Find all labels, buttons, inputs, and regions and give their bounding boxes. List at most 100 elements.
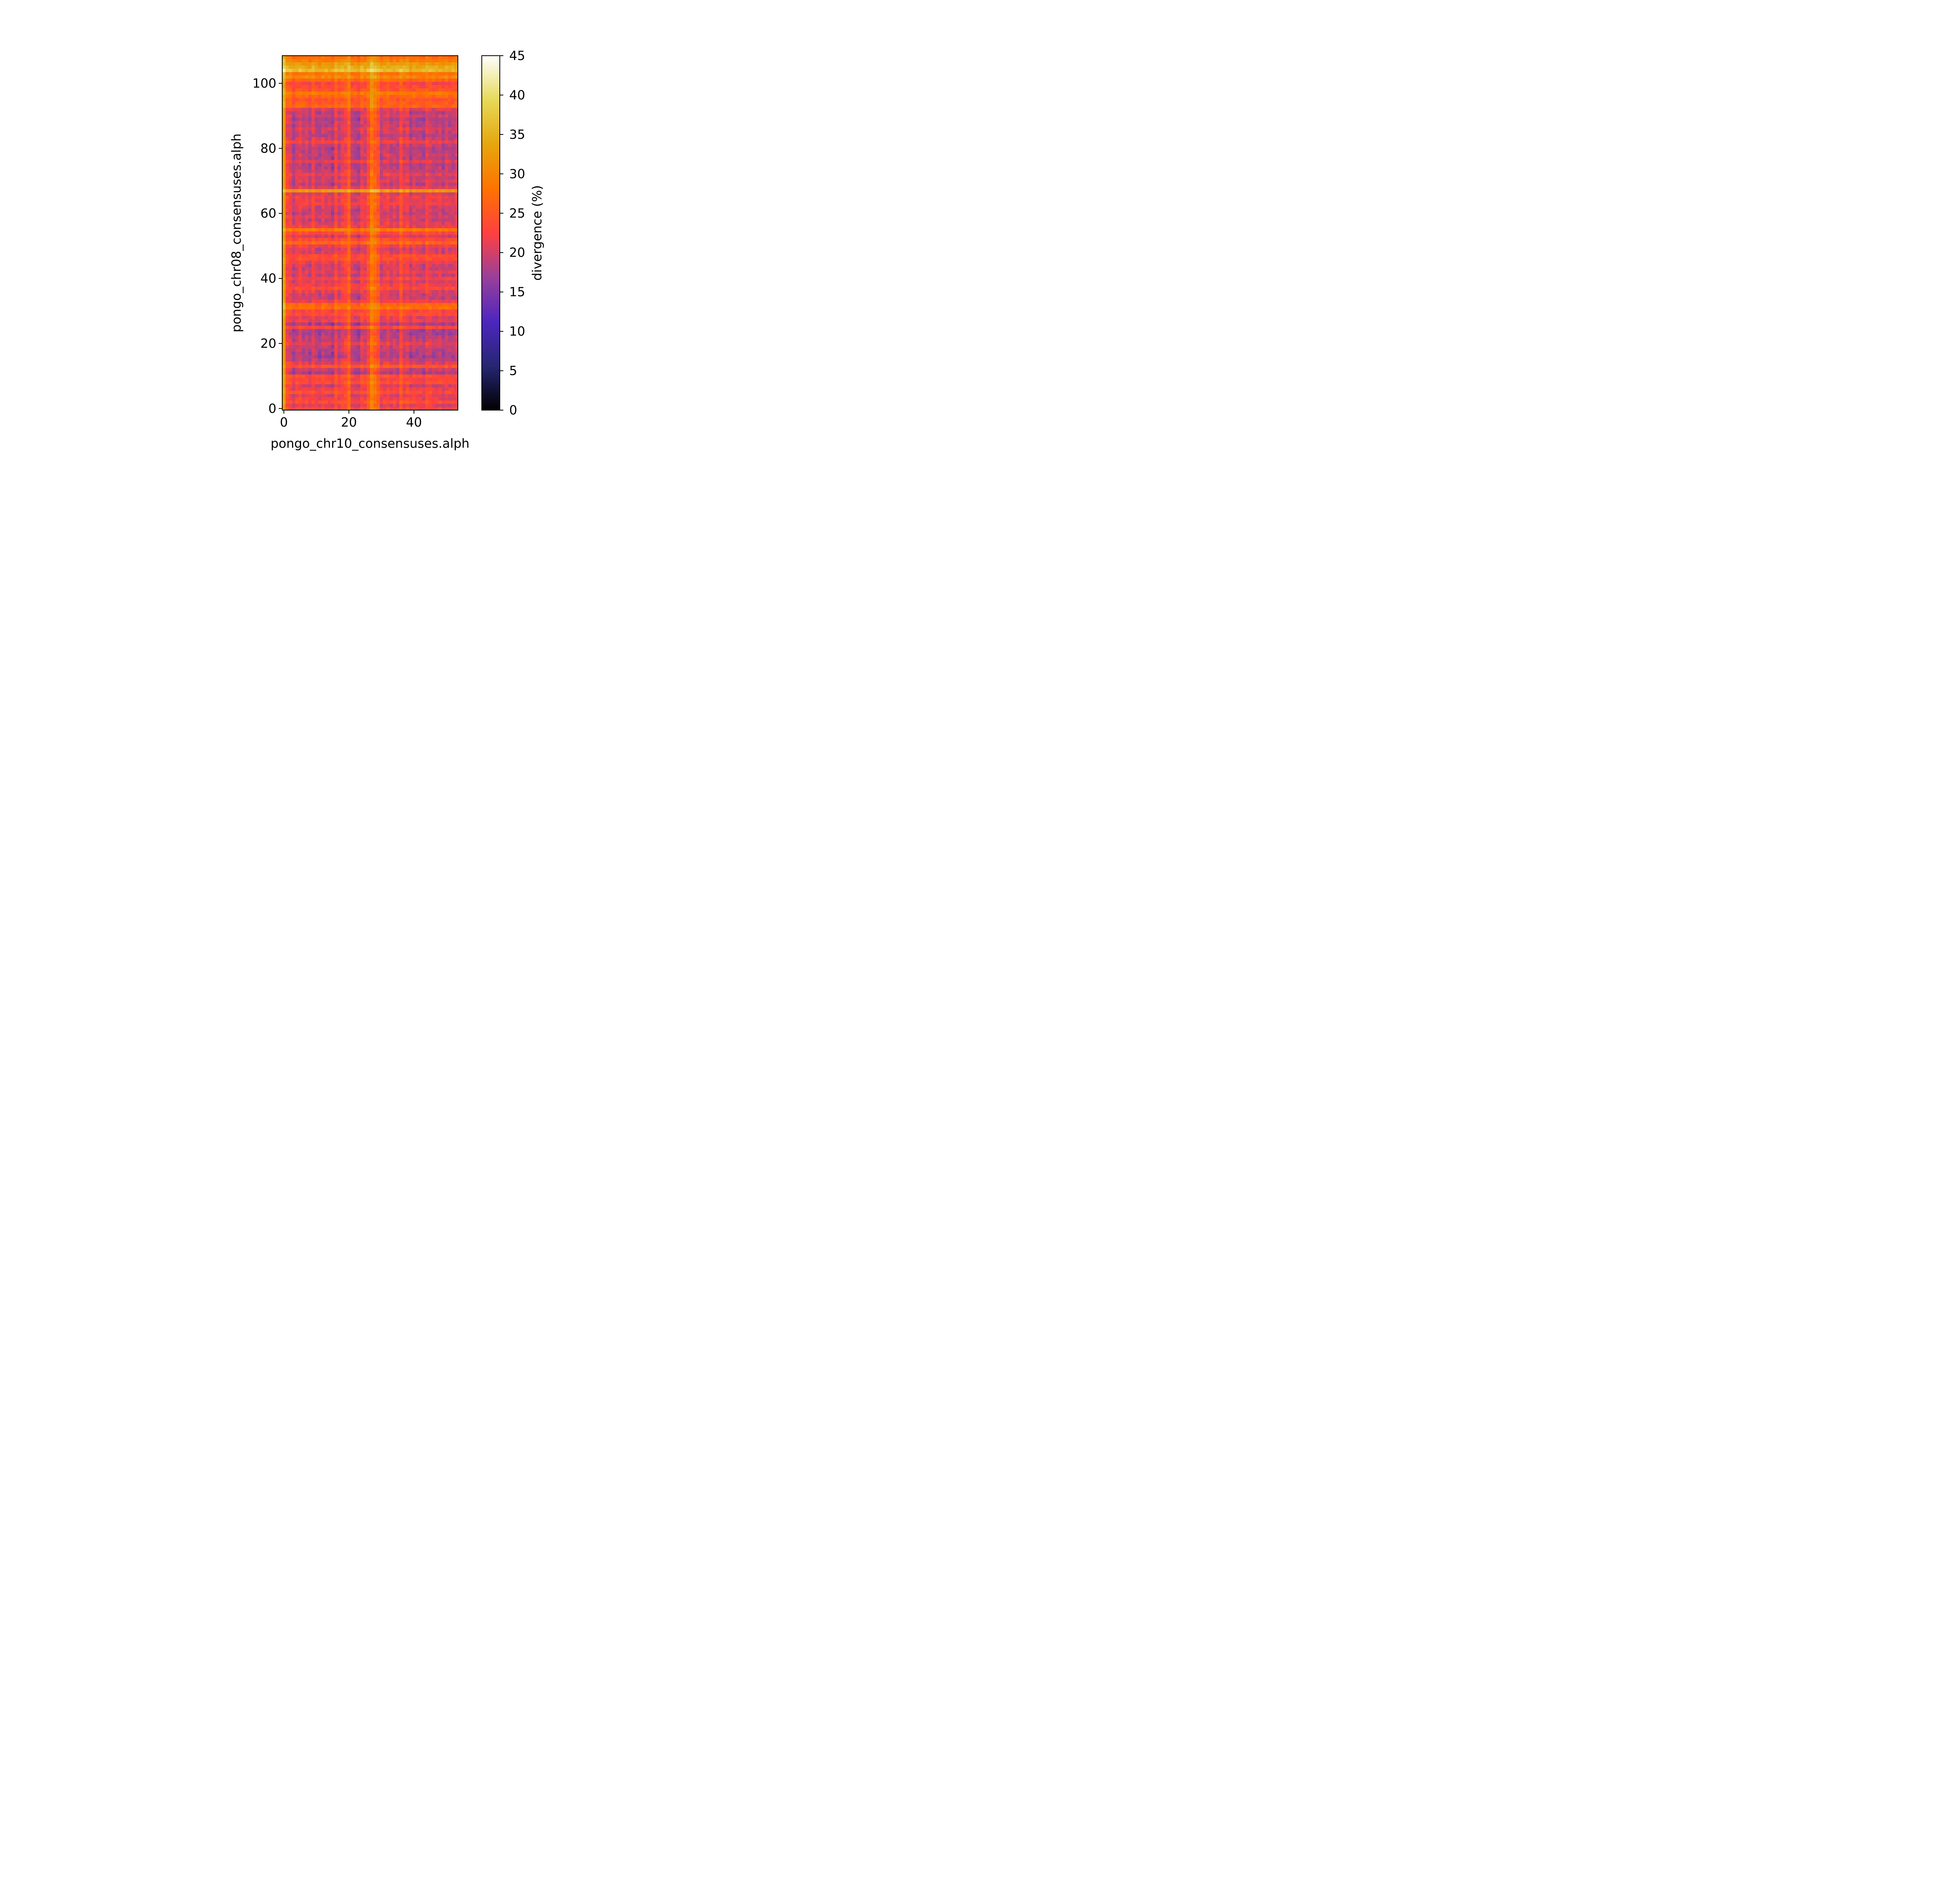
heatmap-cell bbox=[367, 280, 370, 283]
heatmap-cell bbox=[389, 371, 393, 375]
heatmap-cell bbox=[379, 127, 383, 131]
heatmap-cell bbox=[360, 267, 364, 271]
heatmap-cell bbox=[357, 371, 361, 375]
heatmap-cell bbox=[341, 322, 345, 326]
heatmap-cell bbox=[432, 342, 436, 345]
heatmap-cell bbox=[435, 316, 439, 320]
heatmap-cell bbox=[292, 358, 296, 362]
heatmap-cell bbox=[308, 130, 312, 134]
heatmap-cell bbox=[357, 322, 361, 326]
heatmap-cell bbox=[328, 160, 331, 163]
heatmap-cell bbox=[292, 189, 296, 193]
heatmap-cell bbox=[445, 153, 448, 157]
heatmap-cell bbox=[360, 338, 364, 342]
heatmap-cell bbox=[416, 325, 419, 329]
heatmap-cell bbox=[363, 387, 367, 391]
heatmap-cell bbox=[285, 218, 289, 222]
heatmap-cell bbox=[341, 267, 345, 271]
heatmap-cell bbox=[324, 251, 328, 254]
heatmap-cell bbox=[409, 244, 413, 248]
heatmap-cell bbox=[441, 156, 445, 160]
heatmap-cell bbox=[311, 286, 315, 290]
heatmap-cell bbox=[389, 134, 393, 137]
heatmap-cell bbox=[324, 364, 328, 368]
heatmap-cell bbox=[409, 120, 413, 124]
heatmap-cell bbox=[282, 111, 286, 114]
heatmap-cell bbox=[354, 173, 358, 176]
heatmap-cell bbox=[311, 325, 315, 329]
heatmap-cell bbox=[367, 111, 370, 114]
heatmap-cell bbox=[451, 391, 455, 394]
heatmap-cell bbox=[347, 391, 351, 394]
heatmap-cell bbox=[285, 325, 289, 329]
heatmap-cell bbox=[428, 173, 432, 176]
heatmap-cell bbox=[311, 244, 315, 248]
heatmap-cell bbox=[451, 283, 455, 287]
heatmap-cell bbox=[393, 397, 396, 401]
heatmap-cell bbox=[454, 276, 458, 280]
heatmap-cell bbox=[318, 130, 321, 134]
heatmap-cell bbox=[363, 137, 367, 141]
heatmap-cell bbox=[334, 296, 338, 300]
heatmap-cell bbox=[438, 205, 442, 209]
heatmap-cell bbox=[438, 134, 442, 137]
heatmap-cell bbox=[428, 387, 432, 391]
heatmap-cell bbox=[305, 397, 309, 401]
heatmap-cell bbox=[289, 322, 292, 326]
heatmap-cell bbox=[454, 156, 458, 160]
heatmap-cell bbox=[435, 247, 439, 251]
heatmap-cell bbox=[331, 316, 335, 320]
heatmap-cell bbox=[435, 114, 439, 118]
heatmap-cell bbox=[422, 381, 426, 385]
heatmap-cell bbox=[428, 234, 432, 238]
heatmap-cell bbox=[399, 387, 403, 391]
heatmap-cell bbox=[396, 140, 400, 144]
heatmap-cell bbox=[412, 228, 416, 232]
heatmap-cell bbox=[321, 120, 325, 124]
heatmap-cell bbox=[419, 381, 423, 385]
heatmap-cell bbox=[373, 117, 377, 121]
heatmap-cell bbox=[285, 215, 289, 219]
heatmap-cell bbox=[282, 276, 286, 280]
heatmap-cell bbox=[432, 221, 436, 225]
heatmap-cell bbox=[406, 358, 409, 362]
heatmap-cell bbox=[428, 374, 432, 378]
heatmap-cell bbox=[324, 348, 328, 352]
heatmap-cell bbox=[425, 335, 429, 339]
heatmap-cell bbox=[305, 234, 309, 238]
heatmap-cell bbox=[373, 407, 377, 411]
heatmap-cell bbox=[451, 189, 455, 193]
heatmap-cell bbox=[347, 364, 351, 368]
heatmap-cell bbox=[396, 338, 400, 342]
heatmap-cell bbox=[331, 234, 335, 238]
heatmap-cell bbox=[334, 117, 338, 121]
heatmap-cell bbox=[357, 234, 361, 238]
heatmap-cell bbox=[305, 351, 309, 355]
heatmap-cell bbox=[412, 120, 416, 124]
heatmap-cell bbox=[357, 198, 361, 202]
heatmap-cell bbox=[373, 368, 377, 371]
heatmap-cell bbox=[350, 316, 354, 320]
heatmap-cell bbox=[357, 290, 361, 293]
heatmap-cell bbox=[386, 276, 390, 280]
heatmap-cell bbox=[363, 143, 367, 147]
heatmap-cell bbox=[321, 234, 325, 238]
heatmap-cell bbox=[338, 195, 341, 199]
heatmap-cell bbox=[357, 355, 361, 358]
heatmap-cell bbox=[435, 185, 439, 189]
heatmap-cell bbox=[328, 303, 331, 306]
heatmap-cell bbox=[289, 316, 292, 320]
heatmap-cell bbox=[432, 378, 436, 381]
heatmap-cell bbox=[305, 208, 309, 212]
heatmap-cell bbox=[399, 163, 403, 167]
heatmap-cell bbox=[314, 173, 318, 176]
heatmap-cell bbox=[438, 296, 442, 300]
heatmap-cell bbox=[435, 192, 439, 196]
heatmap-cell bbox=[289, 241, 292, 245]
heatmap-cell bbox=[425, 355, 429, 358]
heatmap-cell bbox=[412, 205, 416, 209]
heatmap-cell bbox=[370, 176, 374, 180]
heatmap-cell bbox=[350, 117, 354, 121]
heatmap-cell bbox=[393, 156, 396, 160]
heatmap-cell bbox=[354, 166, 358, 170]
